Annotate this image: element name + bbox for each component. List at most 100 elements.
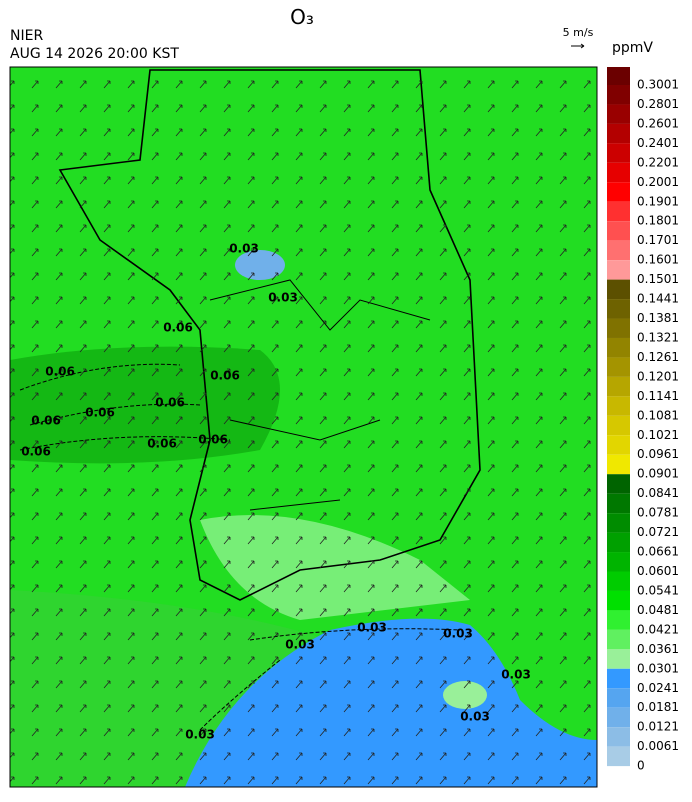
colorbar-box <box>607 85 630 105</box>
colorbar-label: 0.0061 <box>637 739 679 753</box>
colorbar-label: 0.1801 <box>637 214 679 228</box>
vector-arrow <box>571 43 585 49</box>
colorbar-label: 0.0181 <box>637 700 679 714</box>
vector-scale: 5 m/s <box>563 26 594 39</box>
colorbar-box <box>607 357 630 377</box>
colorbar-label: 0.1261 <box>637 350 679 364</box>
colorbar: 0.3001 0.2801 0.2601 0.2401 0.2201 0.2001 0.19… <box>607 67 679 773</box>
colorbar-label: 0.0661 <box>637 545 679 559</box>
colorbar-box <box>607 396 630 416</box>
contour-label: 0.06 <box>210 369 240 383</box>
colorbar-box <box>607 629 630 650</box>
colorbar-label: 0.1381 <box>637 311 679 325</box>
colorbar-box <box>607 552 630 572</box>
colorbar-label: 0.0601 <box>637 564 679 578</box>
unit: ppmV <box>612 40 653 56</box>
title: O₃ <box>290 5 314 29</box>
map-frame <box>9 66 598 788</box>
contour-label: 0.03 <box>285 638 315 652</box>
contour-label: 0.06 <box>198 433 228 447</box>
colorbar-box <box>607 513 630 533</box>
colorbar-box <box>607 707 630 728</box>
colorbar-label: 0.0841 <box>637 486 679 500</box>
colorbar-label: 0.2001 <box>637 175 679 189</box>
colorbar-label: 0.0121 <box>637 720 679 734</box>
colorbar-box <box>607 668 630 689</box>
colorbar-label: 0.0361 <box>637 642 679 656</box>
colorbar-box <box>607 590 630 611</box>
colorbar-label: 0.1601 <box>637 253 679 267</box>
colorbar-box <box>607 493 630 514</box>
agency: NIER <box>10 28 43 44</box>
colorbar-label: 0.2801 <box>637 97 679 111</box>
colorbar-box <box>607 610 630 630</box>
colorbar-box <box>607 532 630 553</box>
contour-label: 0.06 <box>31 414 61 428</box>
datetime: AUG 14 2026 20:00 KST <box>10 46 179 62</box>
colorbar-box <box>607 727 630 747</box>
colorbar-box <box>607 279 630 300</box>
contour-label: 0.03 <box>357 621 387 635</box>
colorbar-label: 0.0301 <box>637 661 679 675</box>
colorbar-label: 0.2601 <box>637 116 679 130</box>
colorbar-box <box>607 454 630 475</box>
colorbar-label: 0.0421 <box>637 622 679 636</box>
contour-label: 0.06 <box>163 321 193 335</box>
contour-label: 0.06 <box>147 437 177 451</box>
colorbar-label: 0.0901 <box>637 467 679 481</box>
colorbar-box <box>607 221 630 241</box>
colorbar-box <box>607 240 630 261</box>
colorbar-label: 0.1441 <box>637 292 679 306</box>
colorbar-box <box>607 182 630 202</box>
contour-label: 0.03 <box>501 668 531 682</box>
colorbar-box <box>607 318 630 338</box>
colorbar-label: 0.1141 <box>637 389 679 403</box>
colorbar-box <box>607 67 630 85</box>
map <box>10 67 597 787</box>
contour-label: 0.03 <box>443 627 473 641</box>
colorbar-box <box>607 162 630 183</box>
colorbar-box <box>607 123 630 144</box>
contour-labels: 0.06 0.06 0.06 0.06 0.06 0.06 0.06 0.06 0.06 0.03… <box>21 242 531 742</box>
contour-label: 0.06 <box>155 396 185 410</box>
colorbar-label: 0.1701 <box>637 233 679 247</box>
colorbar-box <box>607 376 630 397</box>
colorbar-label: 0.0481 <box>637 603 679 617</box>
colorbar-label: 0.0961 <box>637 447 679 461</box>
colorbar-box <box>607 201 630 222</box>
colorbar-box <box>607 143 630 163</box>
colorbar-label: 0.2401 <box>637 136 679 150</box>
colorbar-label: 0.1081 <box>637 408 679 422</box>
colorbar-label: 0.1901 <box>637 194 679 208</box>
colorbar-box <box>607 649 630 669</box>
contour-label: 0.03 <box>460 710 490 724</box>
colorbar-label: 0.0541 <box>637 583 679 597</box>
colorbar-box <box>607 746 630 767</box>
contour-label: 0.06 <box>85 406 115 420</box>
colorbar-box <box>607 260 630 280</box>
colorbar-box <box>607 337 630 358</box>
colorbar-label: 0.1321 <box>637 330 679 344</box>
colorbar-label: 0.0241 <box>637 681 679 695</box>
colorbar-label: 0.2201 <box>637 155 679 169</box>
colorbar-box <box>607 688 630 708</box>
colorbar-label: 0.3001 <box>637 78 679 92</box>
contour-label: 0.03 <box>185 728 215 742</box>
colorbar-label: 0.1021 <box>637 428 679 442</box>
wind-vectors <box>10 67 597 787</box>
contour-label: 0.03 <box>229 242 259 256</box>
colorbar-box <box>607 104 630 124</box>
colorbar-box <box>607 435 630 455</box>
contour-label: 0.06 <box>21 445 51 459</box>
colorbar-box <box>607 415 630 436</box>
colorbar-label: 0.0721 <box>637 525 679 539</box>
colorbar-label: 0.0781 <box>637 506 679 520</box>
contour-label: 0.06 <box>45 365 75 379</box>
colorbar-label: 0.1501 <box>637 272 679 286</box>
colorbar-box <box>607 474 630 494</box>
contour-label: 0.03 <box>268 291 298 305</box>
colorbar-box <box>607 571 630 591</box>
colorbar-box <box>607 299 630 319</box>
colorbar-label: 0.1201 <box>637 369 679 383</box>
